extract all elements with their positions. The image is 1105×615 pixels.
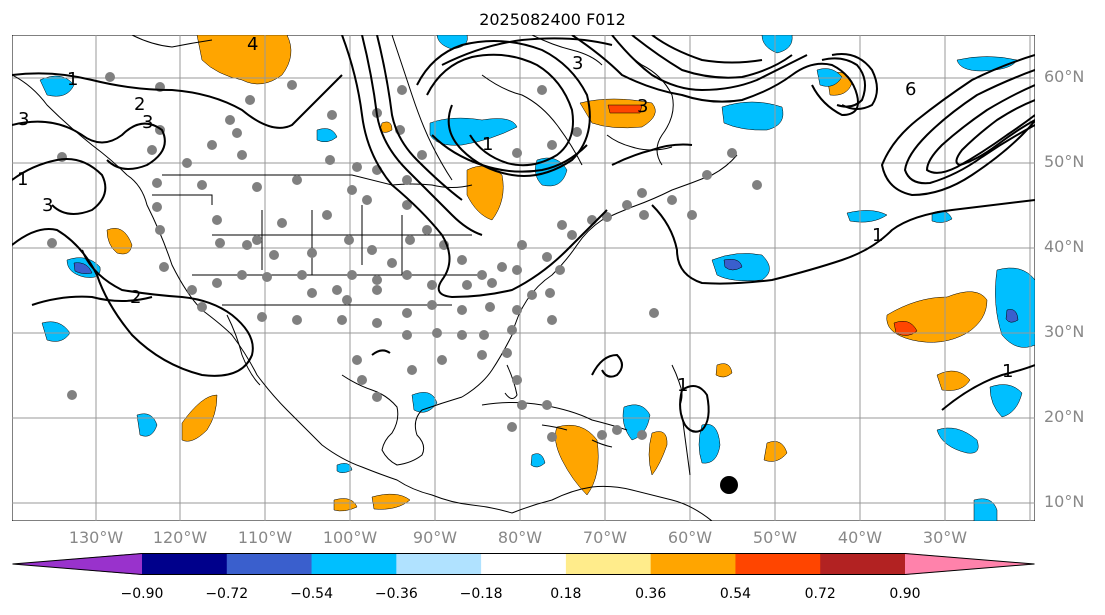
colorbar-extend-min bbox=[12, 553, 142, 575]
colorbar bbox=[12, 553, 1035, 575]
colorbar-graphic bbox=[12, 553, 1035, 575]
colorbar-tick-label: −0.72 bbox=[205, 586, 249, 602]
lon-label-50w: 50°W bbox=[752, 528, 798, 547]
colorbar-tick-label: −0.18 bbox=[459, 586, 503, 602]
colorbar-tick-label: 0.54 bbox=[719, 586, 752, 602]
contour-label: 2 bbox=[134, 94, 145, 115]
contour-label: 2 bbox=[130, 287, 141, 308]
colorbar-segment bbox=[226, 553, 313, 575]
colorbar-segment bbox=[142, 553, 228, 575]
lon-label-100w: 100°W bbox=[322, 528, 378, 547]
lat-label-30n: 30°N bbox=[1044, 322, 1085, 341]
map-panel: 1 2 3 4 6 3 1 2 3 1 3 1 1 1 3 bbox=[11, 34, 1036, 522]
colorbar-tick-label: 0.18 bbox=[550, 586, 582, 602]
contour-label: 1 bbox=[677, 375, 688, 396]
colorbar-segment bbox=[820, 553, 906, 575]
lon-label-130w: 130°W bbox=[68, 528, 124, 547]
tropical-system-marker bbox=[720, 476, 738, 494]
lon-label-70w: 70°W bbox=[582, 528, 628, 547]
lat-label-40n: 40°N bbox=[1044, 237, 1085, 256]
contour-label: 1 bbox=[67, 69, 78, 90]
lon-label-80w: 80°W bbox=[497, 528, 543, 547]
contour-label: 1 bbox=[872, 225, 883, 246]
lon-label-60w: 60°W bbox=[667, 528, 713, 547]
lat-label-60n: 60°N bbox=[1044, 67, 1085, 86]
colorbar-extend-max bbox=[905, 553, 1035, 575]
colorbar-tick-label: −0.54 bbox=[290, 586, 333, 602]
colorbar-segment bbox=[650, 553, 736, 575]
contour-label-group: 1 2 3 4 6 3 1 2 3 1 3 1 1 1 3 bbox=[17, 34, 1013, 396]
contour-label: 3 bbox=[42, 195, 53, 216]
colorbar-tick-label: −0.90 bbox=[120, 586, 164, 602]
colorbar-segments bbox=[12, 553, 1035, 575]
contour-label: 3 bbox=[18, 109, 29, 130]
colorbar-segment bbox=[311, 553, 397, 575]
weather-map: 1 2 3 4 6 3 1 2 3 1 3 1 1 1 3 bbox=[11, 34, 1036, 522]
colorbar-segment bbox=[481, 553, 567, 575]
contour-label: 1 bbox=[1002, 361, 1013, 382]
contour-label: 1 bbox=[482, 134, 493, 155]
contour-label: 3 bbox=[572, 53, 583, 74]
map-title: 2025082400 F012 bbox=[479, 10, 626, 29]
contour-label: 4 bbox=[247, 35, 258, 55]
lat-label-50n: 50°N bbox=[1044, 152, 1085, 171]
colorbar-tick-label: 0.72 bbox=[804, 586, 836, 602]
colorbar-segment bbox=[396, 553, 482, 575]
colorbar-tick-label: 0.36 bbox=[635, 586, 667, 602]
colorbar-tick-label: 0.90 bbox=[889, 586, 921, 602]
lon-label-110w: 110°W bbox=[237, 528, 293, 547]
contour-label: 3 bbox=[142, 112, 153, 133]
colorbar-tick-label: −0.36 bbox=[374, 586, 418, 602]
contour-label: 6 bbox=[905, 79, 916, 100]
lon-label-90w: 90°W bbox=[412, 528, 458, 547]
lon-label-30w: 30°W bbox=[922, 528, 968, 547]
colorbar-segment bbox=[565, 553, 652, 575]
lon-label-120w: 120°W bbox=[152, 528, 208, 547]
contour-lines bbox=[11, 34, 1036, 433]
lon-label-40w: 40°W bbox=[837, 528, 883, 547]
contour-label: 1 bbox=[17, 169, 28, 190]
contour-label: 3 bbox=[637, 96, 648, 117]
lat-label-20n: 20°N bbox=[1044, 407, 1085, 426]
colorbar-segment bbox=[735, 553, 821, 575]
lat-label-10n: 10°N bbox=[1044, 492, 1085, 511]
